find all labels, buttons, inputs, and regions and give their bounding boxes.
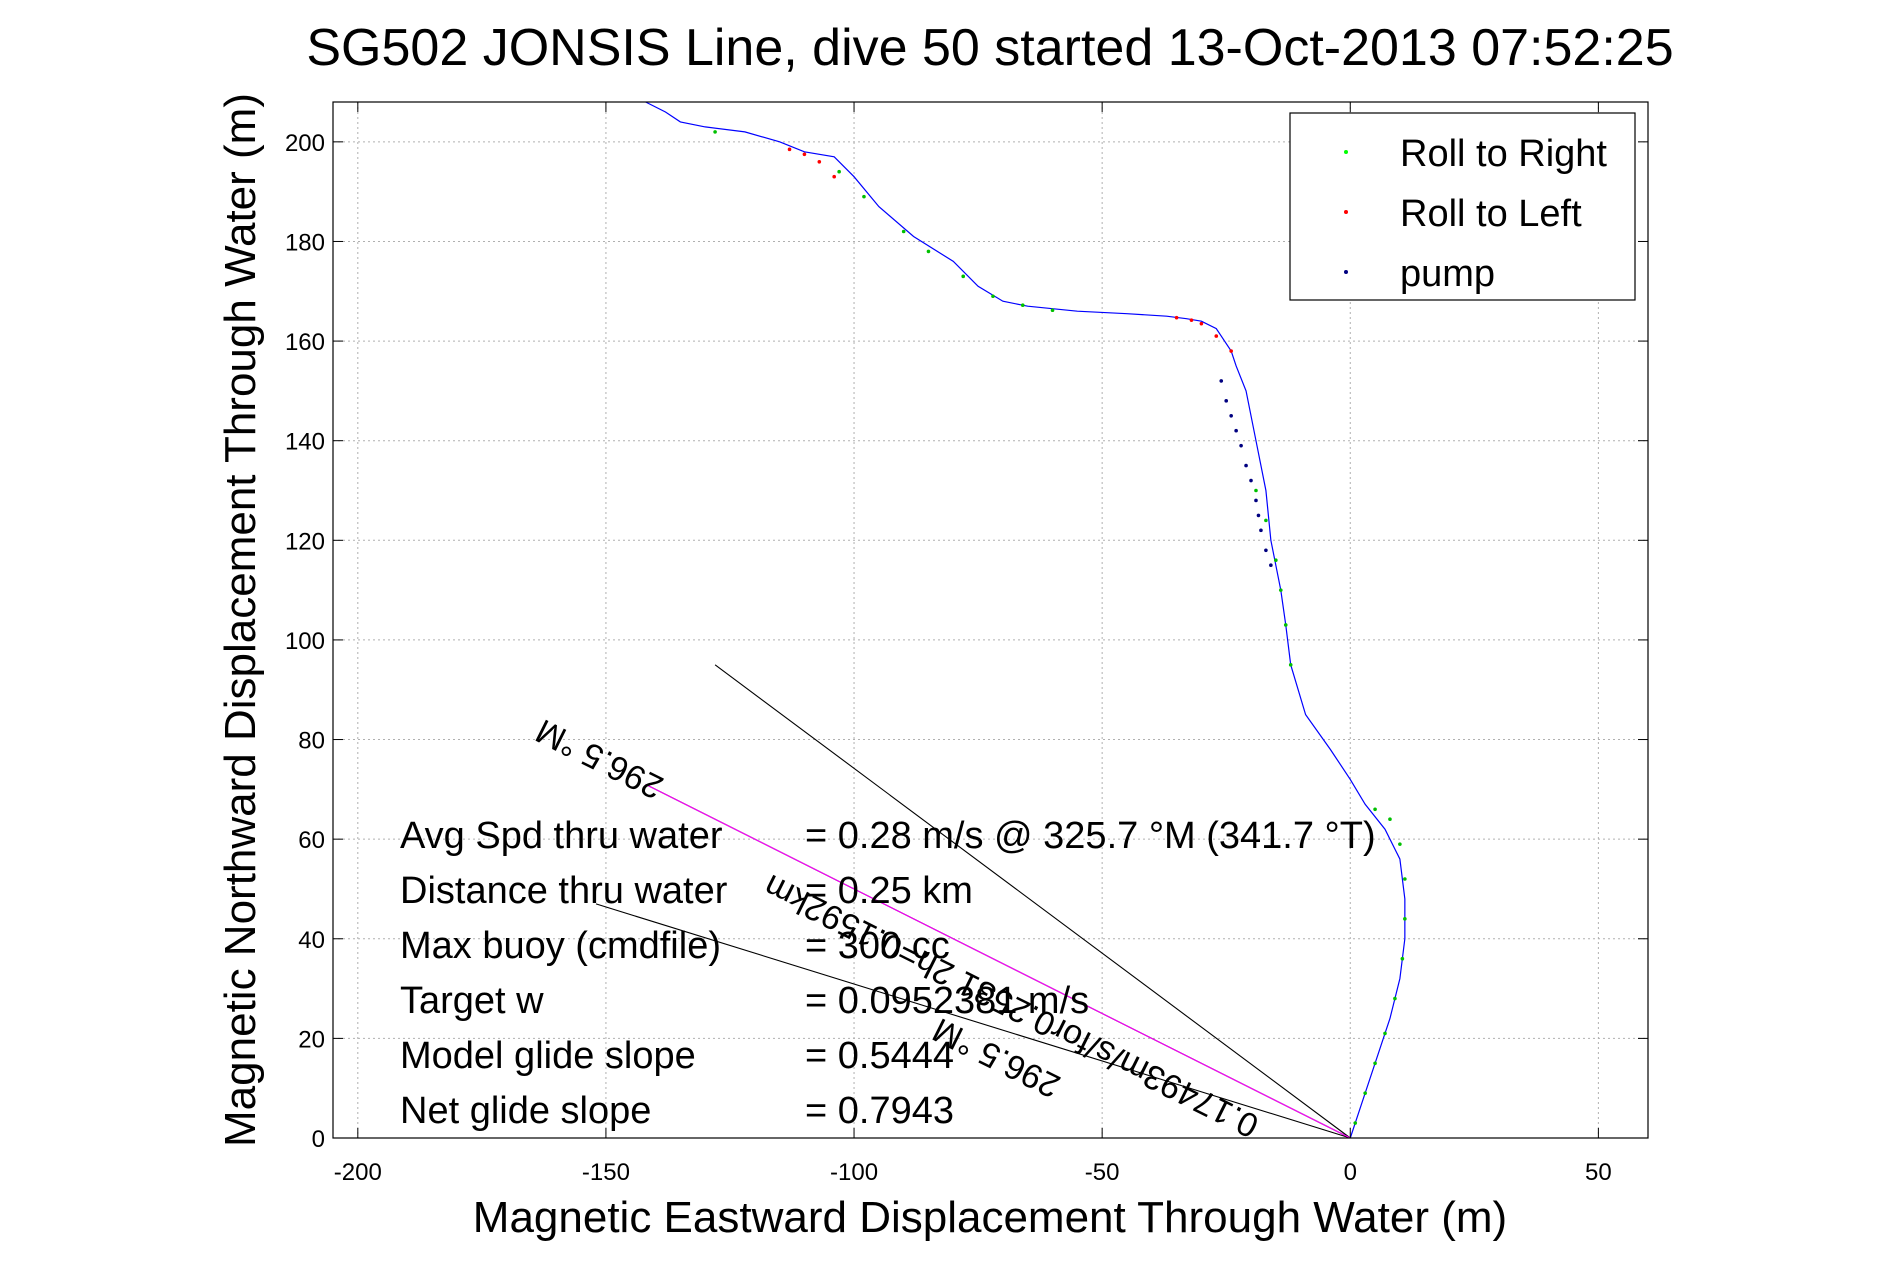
symbol-layer (713, 130, 1407, 1125)
y-tick-label: 160 (285, 329, 325, 356)
legend-marker-roll-right (1344, 150, 1348, 154)
roll-right-point (1403, 917, 1407, 921)
roll-right-point (1283, 623, 1288, 627)
pump-point (1224, 399, 1229, 403)
reference-line (645, 783, 1351, 1139)
roll-right-point (1288, 663, 1293, 667)
pump-point (1264, 548, 1268, 553)
roll-right-point (1020, 303, 1025, 308)
roll-right-point (1050, 308, 1055, 312)
roll-left-point (1214, 334, 1219, 338)
stat-value: = 0.7943 (805, 1090, 954, 1132)
roll-right-point (1363, 1091, 1367, 1095)
x-axis-label: Magnetic Eastward Displacement Through W… (473, 1193, 1507, 1242)
stat-value: = 0.5444 (805, 1035, 954, 1077)
stat-label: Avg Spd thru water (400, 815, 723, 857)
roll-right-point (713, 130, 717, 134)
pump-point (1234, 428, 1238, 433)
legend-marker-pump (1344, 270, 1348, 274)
roll-right-point (1403, 877, 1407, 881)
plot-frame (332, 101, 1649, 1139)
stat-label: Net glide slope (400, 1090, 651, 1132)
roll-left-point (787, 147, 792, 152)
roll-right-point (1274, 558, 1278, 563)
roll-right-point (1254, 488, 1258, 493)
stat-label: Max buoy (cmdfile) (400, 925, 721, 967)
legend-marker-roll-left (1344, 210, 1348, 214)
roll-right-point (1353, 1121, 1358, 1125)
roll-left-point (832, 174, 836, 179)
pump-point (1244, 463, 1248, 468)
y-tick-label: 40 (298, 927, 325, 954)
reference-lines (595, 664, 1351, 1139)
chart-title: SG502 JONSIS Line, dive 50 started 13-Oc… (306, 19, 1673, 77)
y-tick-label: 60 (298, 827, 325, 854)
roll-left-point (802, 152, 807, 157)
pump-point (1219, 379, 1224, 383)
y-tick-label: 120 (285, 528, 325, 555)
reference-line (595, 903, 1351, 1139)
x-tick-label: -100 (830, 1159, 878, 1186)
y-tick-label: 200 (285, 130, 325, 157)
roll-left-point (1174, 315, 1179, 320)
x-tick-label: 0 (1344, 1159, 1357, 1186)
roll-right-point (1373, 807, 1377, 812)
y-tick-label: 0 (312, 1126, 325, 1153)
roll-right-point (1373, 1061, 1377, 1066)
x-tick-label: -200 (334, 1159, 382, 1186)
y-tick-label: 20 (298, 1026, 325, 1053)
reference-line (714, 664, 1351, 1139)
y-tick-label: 80 (298, 728, 325, 755)
roll-left-point (1229, 349, 1233, 353)
pump-point (1259, 528, 1263, 533)
y-tick-label: 100 (285, 628, 325, 655)
roll-right-point (901, 229, 906, 234)
stat-value: = 0.0952381 m/s (805, 980, 1089, 1022)
legend-box (1289, 112, 1636, 301)
roll-right-point (1278, 588, 1283, 592)
roll-right-point (991, 294, 995, 299)
roll-right-point (926, 249, 931, 254)
legend-label-roll-right: Roll to Right (1400, 133, 1607, 175)
roll-right-point (1388, 817, 1392, 822)
x-tick-label: 50 (1585, 1159, 1612, 1186)
axis-ticks: -200 -150 -100 -50 0 50 0 20 40 60 80 100 120 140 160 1… (285, 102, 1648, 1186)
roll-right-point (862, 194, 866, 199)
stat-label: Model glide slope (400, 1035, 696, 1077)
roll-right-point (961, 274, 966, 279)
y-axis-label: Magnetic Northward Displacement Through … (216, 93, 265, 1147)
stat-value: = 300 cc (805, 925, 950, 967)
y-tick-label: 140 (285, 429, 325, 456)
roll-right-point (1264, 518, 1268, 523)
roll-right-point (1383, 1031, 1387, 1036)
pump-point (1254, 498, 1258, 503)
legend-label-roll-left: Roll to Left (1400, 193, 1582, 235)
pump-point (1239, 443, 1243, 448)
pump-point (1229, 413, 1233, 418)
stat-label: Distance thru water (400, 870, 728, 912)
pump-point (1256, 513, 1261, 518)
roll-left-point (1199, 321, 1204, 326)
stat-label: Target w (400, 980, 544, 1022)
stat-value: = 0.28 m/s @ 325.7 °M (341.7 °T) (805, 815, 1376, 857)
roll-right-point (1398, 842, 1402, 846)
x-tick-label: -150 (582, 1159, 630, 1186)
roll-left-point (1189, 318, 1194, 322)
roll-right-point (1393, 996, 1397, 1001)
stats-block: Avg Spd thru water = 0.28 m/s @ 325.7 °M … (400, 815, 1376, 1132)
legend: Roll to Right Roll to Left pump (1289, 112, 1636, 301)
pump-point (1269, 563, 1273, 568)
stat-value: = 0.25 km (805, 870, 973, 912)
x-tick-label: -50 (1085, 1159, 1120, 1186)
roll-right-point (1400, 956, 1405, 961)
pump-point (1249, 478, 1253, 483)
y-tick-label: 180 (285, 229, 325, 256)
roll-right-point (837, 169, 841, 174)
roll-left-point (817, 159, 822, 164)
legend-label-pump: pump (1400, 253, 1495, 295)
